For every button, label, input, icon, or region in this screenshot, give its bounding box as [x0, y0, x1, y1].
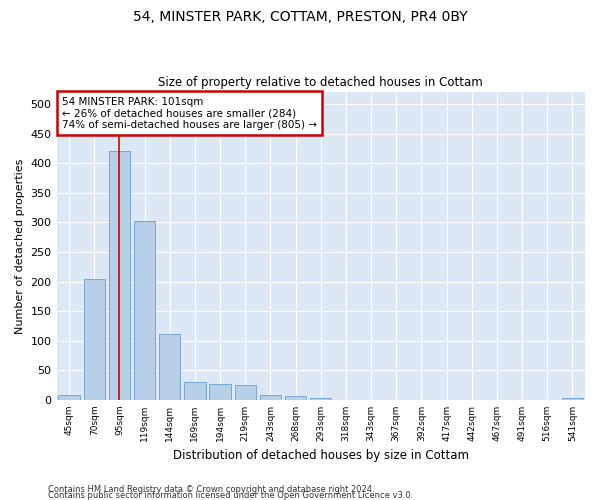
- Bar: [562, 398, 583, 400]
- Bar: [109, 152, 130, 400]
- Bar: [83, 278, 105, 400]
- Text: Contains public sector information licensed under the Open Government Licence v3: Contains public sector information licen…: [48, 490, 413, 500]
- Bar: [310, 398, 331, 400]
- Y-axis label: Number of detached properties: Number of detached properties: [15, 158, 25, 334]
- Bar: [134, 221, 155, 400]
- Bar: [184, 382, 206, 400]
- Title: Size of property relative to detached houses in Cottam: Size of property relative to detached ho…: [158, 76, 483, 90]
- Bar: [58, 395, 80, 400]
- Bar: [260, 395, 281, 400]
- Text: 54 MINSTER PARK: 101sqm
← 26% of detached houses are smaller (284)
74% of semi-d: 54 MINSTER PARK: 101sqm ← 26% of detache…: [62, 96, 317, 130]
- Bar: [235, 385, 256, 400]
- Bar: [285, 396, 307, 400]
- Text: Contains HM Land Registry data © Crown copyright and database right 2024.: Contains HM Land Registry data © Crown c…: [48, 484, 374, 494]
- Text: 54, MINSTER PARK, COTTAM, PRESTON, PR4 0BY: 54, MINSTER PARK, COTTAM, PRESTON, PR4 0…: [133, 10, 467, 24]
- Bar: [209, 384, 231, 400]
- X-axis label: Distribution of detached houses by size in Cottam: Distribution of detached houses by size …: [173, 450, 469, 462]
- Bar: [159, 334, 181, 400]
